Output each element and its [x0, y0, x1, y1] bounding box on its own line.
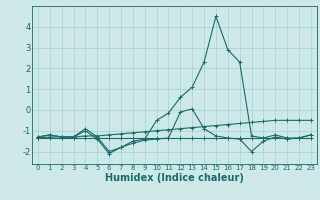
X-axis label: Humidex (Indice chaleur): Humidex (Indice chaleur) [105, 173, 244, 183]
